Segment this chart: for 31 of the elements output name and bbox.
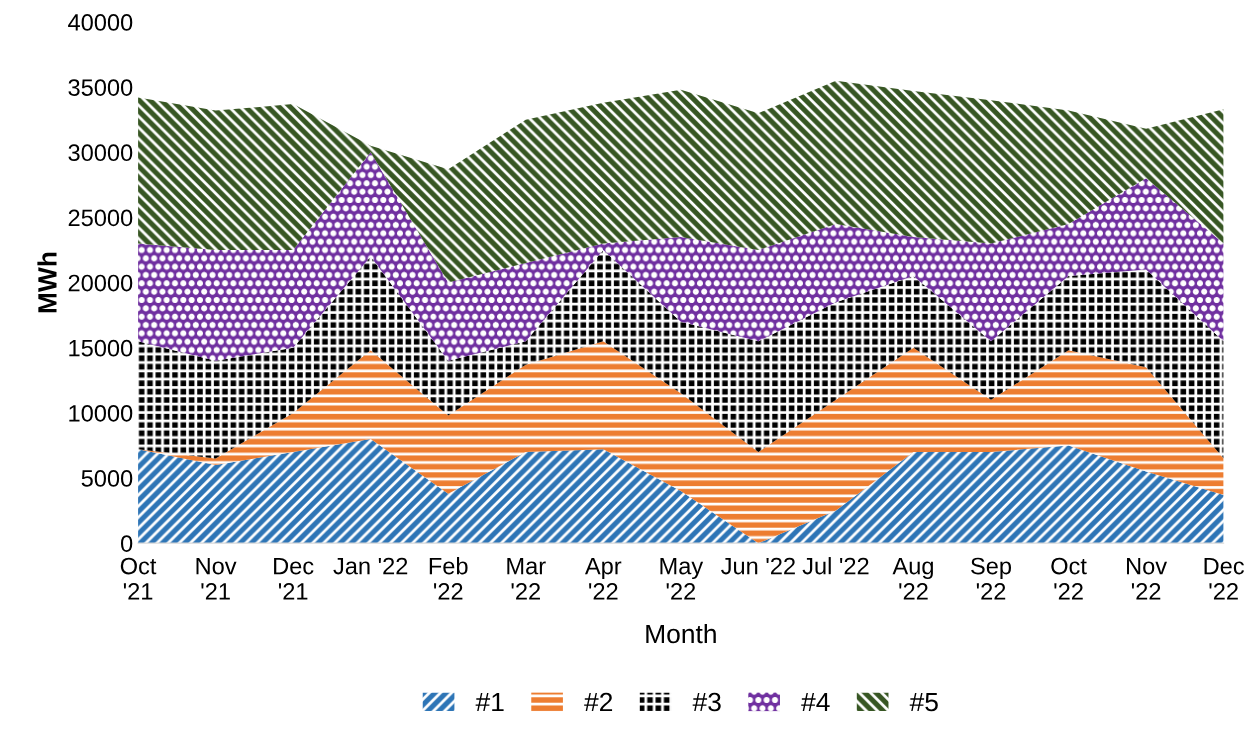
- y-tick-label: 10000: [69, 404, 133, 422]
- y-tick-label: 20000: [68, 274, 133, 292]
- y-tick-label: 25000: [68, 209, 133, 227]
- y-tick-label: 35000: [68, 79, 133, 96]
- y-tick-label: 0: [120, 535, 133, 552]
- x-tick-label: Oct '22: [1051, 557, 1087, 600]
- x-tick-label: Sep '22: [971, 557, 1012, 600]
- x-tick-label: Jun '22: [721, 557, 795, 575]
- x-axis-title: Month: [646, 623, 716, 644]
- legend-label: #1: [475, 692, 504, 712]
- x-tick-label: Apr '22: [584, 557, 622, 600]
- x-tick-label: Nov '22: [1127, 557, 1167, 600]
- x-tick-label: Jan '22: [333, 557, 408, 575]
- y-tick-label: 30000: [68, 144, 133, 162]
- x-tick-label: Mar '22: [507, 557, 546, 600]
- x-tick-label: Feb '22: [429, 557, 468, 600]
- x-tick-label: Nov '21: [196, 557, 237, 600]
- legend-label: #5: [909, 692, 938, 712]
- legend-label: #3: [692, 692, 721, 712]
- x-tick-label: May '22: [660, 557, 704, 600]
- y-tick-label: 40000: [68, 14, 133, 31]
- x-tick-label: Dec '22: [1204, 557, 1244, 600]
- x-tick-label: Oct '21: [120, 557, 157, 600]
- y-axis-title: MWh: [37, 252, 57, 313]
- legend-label: #4: [801, 692, 830, 712]
- y-tick-label: 5000: [81, 470, 133, 487]
- y-tick-label: 15000: [69, 339, 133, 357]
- x-tick-label: Aug '22: [892, 557, 933, 600]
- x-tick-label: Dec '21: [274, 557, 314, 600]
- x-tick-label: Jul '22: [802, 557, 869, 575]
- legend-label: #2: [584, 692, 613, 712]
